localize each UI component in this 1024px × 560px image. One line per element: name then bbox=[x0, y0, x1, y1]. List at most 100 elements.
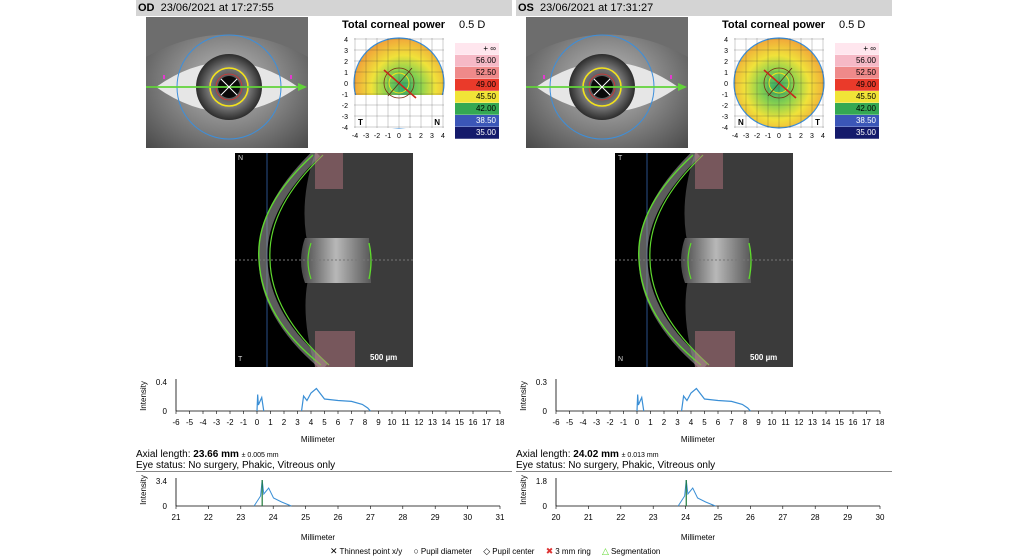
intensity-plot-svg: -6 -5 -4 -3 -2 -1 0 1 2 3 4 5 6 7 8 9 10 11 12 13 14 15 16 17 18… bbox=[139, 378, 505, 444]
circle-icon: ○ bbox=[413, 546, 419, 556]
oct-scale-bar-label: 500 µm bbox=[370, 353, 398, 362]
x-tick-label: 3 bbox=[675, 418, 680, 427]
topo-y-tick: 4 bbox=[344, 37, 348, 44]
x-tick-label: 5 bbox=[702, 418, 707, 427]
topo-step: 0.5 D bbox=[839, 19, 866, 31]
topo-y-tick: -3 bbox=[342, 114, 348, 121]
scale-cell: 56.00 bbox=[455, 55, 499, 67]
x-tick-label: 0 bbox=[255, 418, 260, 427]
oct-bottom-label: N bbox=[618, 356, 624, 363]
eye-photo bbox=[146, 17, 308, 148]
topo-x-tick: 1 bbox=[408, 133, 412, 140]
legend-text: Pupil diameter bbox=[420, 547, 473, 556]
x-tick-label: 30 bbox=[463, 513, 472, 522]
cross-icon: ✕ bbox=[330, 546, 338, 556]
x-tick-label: 14 bbox=[442, 418, 451, 427]
x-tick-label: 30 bbox=[876, 513, 885, 522]
axial-length-tolerance: ± 0.013 mm bbox=[621, 452, 659, 459]
x-tick-label: 13 bbox=[808, 418, 817, 427]
topo-y-tick: 2 bbox=[724, 59, 728, 66]
axial-length-label: Axial length: bbox=[516, 449, 571, 460]
topo-y-tick: 0 bbox=[344, 81, 348, 88]
topo-x-tick: 3 bbox=[810, 133, 814, 140]
eye-side-label: OD bbox=[138, 2, 155, 14]
axial-length: Axial length: 24.02 mm ± 0.013 mm bbox=[516, 449, 659, 460]
y-tick-bottom: 0 bbox=[543, 407, 548, 416]
legend-item-thinnest: ✕ Thinnest point x/y bbox=[330, 546, 402, 556]
x-tick-label: 28 bbox=[811, 513, 820, 522]
x-tick-label: 0 bbox=[635, 418, 640, 427]
topo-step: 0.5 D bbox=[459, 19, 486, 31]
y-tick-top: 3.4 bbox=[156, 477, 168, 486]
x-tick-label: -3 bbox=[593, 418, 601, 427]
oct-bottom-label: T bbox=[238, 356, 243, 363]
scale-cell: 52.50 bbox=[455, 67, 499, 79]
x-tick-label: 10 bbox=[388, 418, 397, 427]
topo-x-tick: 2 bbox=[419, 133, 423, 140]
eye-panel-os: OS 23/06/2021 at 17:31:27 Total corneal p… bbox=[516, 0, 892, 560]
topo-x-tick: 4 bbox=[821, 133, 825, 140]
topo-y-tick: 4 bbox=[724, 37, 728, 44]
x-tick-label: -1 bbox=[620, 418, 628, 427]
topo-x-tick: 1 bbox=[788, 133, 792, 140]
x-tick-label: 24 bbox=[269, 513, 278, 522]
y-tick-bottom: 0 bbox=[543, 502, 548, 511]
x-tick-label: 4 bbox=[689, 418, 694, 427]
x-tick-label: 4 bbox=[309, 418, 314, 427]
axial-plot: 21 22 23 24 25 26 27 28 29 30 31 3.4 0 Intensity Milli… bbox=[136, 472, 512, 551]
oct-top-label: T bbox=[618, 155, 623, 162]
topo-left-letter: T bbox=[358, 118, 363, 127]
x-tick-label: 23 bbox=[649, 513, 658, 522]
diamond-icon: ◇ bbox=[483, 546, 491, 556]
x-tick-label: 18 bbox=[496, 418, 505, 427]
x-tick-label: 26 bbox=[334, 513, 343, 522]
x-tick-label: 11 bbox=[781, 418, 790, 427]
x-axis-label: Millimeter bbox=[301, 533, 336, 542]
legend: ✕ Thinnest point x/y ○ Pupil diameter ◇ Pup… bbox=[330, 546, 669, 557]
eye-photo-image bbox=[526, 17, 688, 148]
cornea-signal bbox=[636, 394, 645, 412]
x-tick-label: 16 bbox=[469, 418, 478, 427]
topo-x-tick: -2 bbox=[374, 133, 380, 140]
topography-map: T N 4 3 2 1 0 -1 -2 -3 -4 -4 -3 -2 -1 0 1 2 3 4 bbox=[332, 34, 452, 157]
scale-cell: 49.00 bbox=[455, 79, 499, 91]
intensity-plot: -6 -5 -4 -3 -2 -1 0 1 2 3 4 5 6 7 8 9 10 11 12 13 14 15 16 17 18… bbox=[136, 373, 512, 453]
exam-datetime: 23/06/2021 at 17:27:55 bbox=[160, 2, 274, 14]
lens-anterior-segmentation bbox=[687, 242, 692, 280]
oct-scan-svg bbox=[235, 153, 413, 367]
x-tick-label: 26 bbox=[746, 513, 755, 522]
x-tick-label: 12 bbox=[415, 418, 424, 427]
topo-y-tick: 1 bbox=[724, 70, 728, 77]
legend-item-segmentation: △ Segmentation bbox=[602, 546, 660, 556]
x-tick-label: -2 bbox=[606, 418, 614, 427]
axial-plot-svg: 20 21 22 23 24 25 26 27 28 29 30 1.8 0 Intensity Milli… bbox=[519, 475, 885, 542]
oct-scale-bar-label: 500 µm bbox=[750, 353, 778, 362]
power-scale: + ∞ 56.00 52.50 49.00 45.50 42.00 38.50 35.00 bbox=[455, 43, 499, 139]
topo-y-tick: 3 bbox=[724, 48, 728, 55]
topo-x-tick: -3 bbox=[363, 133, 369, 140]
x-tick-label: 9 bbox=[376, 418, 381, 427]
x-tick-label: 29 bbox=[843, 513, 852, 522]
x-tick-label: 20 bbox=[552, 513, 561, 522]
power-scale: + ∞ 56.00 52.50 49.00 45.50 42.00 38.50 35.00 bbox=[835, 43, 879, 139]
topo-x-tick: 4 bbox=[441, 133, 445, 140]
x-tick-label: 14 bbox=[822, 418, 831, 427]
oct-image: N T 500 µm bbox=[235, 153, 413, 367]
x-tick-label: 15 bbox=[455, 418, 464, 427]
topo-y-tick: 1 bbox=[344, 70, 348, 77]
y-tick-top: 0.4 bbox=[156, 378, 168, 387]
scale-cell: 45.50 bbox=[835, 91, 879, 103]
scale-cell: 42.00 bbox=[835, 103, 879, 115]
x-tick-label: 24 bbox=[681, 513, 690, 522]
topo-y-tick: -1 bbox=[342, 92, 348, 99]
topo-x-tick: -4 bbox=[732, 133, 738, 140]
x-tick-label: 11 bbox=[401, 418, 410, 427]
x-tick-label: 2 bbox=[662, 418, 667, 427]
axial-plot: 20 21 22 23 24 25 26 27 28 29 30 1.8 0 Intensity Milli… bbox=[516, 472, 892, 551]
x-tick-label: -6 bbox=[552, 418, 560, 427]
topography-map: N T 4 3 2 1 0 -1 -2 -3 -4 -4 -3 -2 -1 0 1 2 3 4 bbox=[712, 34, 832, 157]
x-tick-label: 29 bbox=[431, 513, 440, 522]
x-tick-label: -4 bbox=[199, 418, 207, 427]
topo-y-tick: 3 bbox=[344, 48, 348, 55]
x-tick-label: 22 bbox=[204, 513, 213, 522]
